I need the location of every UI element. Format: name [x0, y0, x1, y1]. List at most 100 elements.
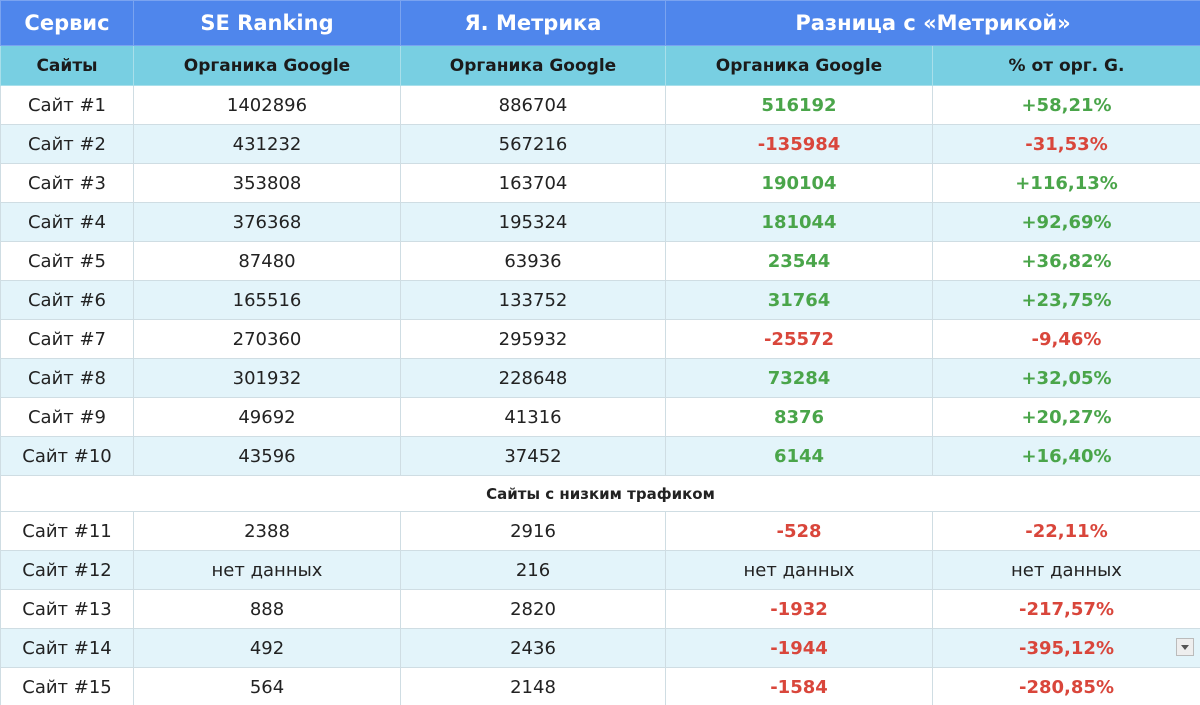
site-cell: Сайт #3: [0, 163, 134, 203]
value-cell: 888: [133, 589, 401, 629]
value-cell: 564: [133, 667, 401, 705]
value-cell: +116,13%: [931, 163, 1200, 203]
subheader-cell: % от орг. G.: [931, 45, 1200, 86]
value-cell: 492: [133, 628, 401, 668]
value-cell: +20,27%: [931, 397, 1200, 437]
header-cell: Разница с «Метрикой»: [664, 0, 1200, 46]
value-cell: 190104: [665, 163, 933, 203]
value-cell: 1402896: [133, 85, 401, 125]
subheader-row: Сайты Органика Google Органика Google Орган…: [0, 45, 1200, 86]
value-cell: +23,75%: [931, 280, 1200, 320]
data-row: Сайт #1 1402896 886704 516192 +58,21%: [0, 85, 1200, 125]
value-cell: 228648: [400, 358, 666, 398]
data-row: Сайт #7 270360 295932 -25572 -9,46%: [0, 319, 1200, 359]
value-cell: 87480: [133, 241, 401, 281]
value-cell: 353808: [133, 163, 401, 203]
value-cell: 2436: [400, 628, 666, 668]
value-cell: 49692: [133, 397, 401, 437]
value-cell: 41316: [400, 397, 666, 437]
site-cell: Сайт #12: [0, 550, 134, 590]
site-cell: Сайт #11: [0, 511, 134, 551]
value-cell: -280,85%: [931, 667, 1200, 705]
value-cell: 31764: [665, 280, 933, 320]
value-cell: +36,82%: [931, 241, 1200, 281]
value-cell: 163704: [400, 163, 666, 203]
data-row: Сайт #13 888 2820 -1932 -217,57%: [0, 589, 1200, 629]
value-cell: -395,12%: [931, 628, 1200, 668]
value-cell: -1584: [665, 667, 933, 705]
site-cell: Сайт #5: [0, 241, 134, 281]
value-cell: нет данных: [133, 550, 401, 590]
value-cell: 8376: [665, 397, 933, 437]
value-cell: нет данных: [931, 550, 1200, 590]
site-cell: Сайт #2: [0, 124, 134, 164]
value-cell: 2916: [400, 511, 666, 551]
data-row: Сайт #11 2388 2916 -528 -22,11%: [0, 511, 1200, 551]
value-cell: -528: [665, 511, 933, 551]
value-cell: -9,46%: [931, 319, 1200, 359]
site-cell: Сайт #13: [0, 589, 134, 629]
data-row: Сайт #3 353808 163704 190104 +116,13%: [0, 163, 1200, 203]
value-cell: -31,53%: [931, 124, 1200, 164]
value-cell: 23544: [665, 241, 933, 281]
value-cell: 2820: [400, 589, 666, 629]
value-cell: 376368: [133, 202, 401, 242]
data-row: Сайт #15 564 2148 -1584 -280,85%: [0, 667, 1200, 705]
value-cell: 2388: [133, 511, 401, 551]
site-cell: Сайт #7: [0, 319, 134, 359]
dropdown-icon[interactable]: [1176, 638, 1195, 656]
value-cell: +92,69%: [931, 202, 1200, 242]
value-cell: 2148: [400, 667, 666, 705]
value-cell: 37452: [400, 436, 666, 476]
header-cell: SE Ranking: [133, 0, 401, 46]
value-cell: 6144: [665, 436, 933, 476]
value-cell: 181044: [665, 202, 933, 242]
section-title: Сайты с низким трафиком: [0, 475, 1200, 512]
header-row: Сервис SE Ranking Я. Метрика Разница с «Мет…: [0, 0, 1200, 46]
value-cell: 516192: [665, 85, 933, 125]
site-cell: Сайт #15: [0, 667, 134, 705]
subheader-cell: Органика Google: [133, 45, 401, 86]
value-cell: 165516: [133, 280, 401, 320]
data-row: Сайт #12 нет данных 216 нет данных нет данны…: [0, 550, 1200, 590]
value-cell: 195324: [400, 202, 666, 242]
value-cell: нет данных: [665, 550, 933, 590]
site-cell: Сайт #4: [0, 202, 134, 242]
data-row: Сайт #10 43596 37452 6144 +16,40%: [0, 436, 1200, 476]
value-cell: 431232: [133, 124, 401, 164]
data-row: Сайт #2 431232 567216 -135984 -31,53%: [0, 124, 1200, 164]
value-cell: 73284: [665, 358, 933, 398]
data-row: Сайт #9 49692 41316 8376 +20,27%: [0, 397, 1200, 437]
data-row: Сайт #6 165516 133752 31764 +23,75%: [0, 280, 1200, 320]
header-cell: Сервис: [0, 0, 134, 46]
value-cell: +32,05%: [931, 358, 1200, 398]
site-cell: Сайт #6: [0, 280, 134, 320]
value-cell: 886704: [400, 85, 666, 125]
value-cell: 216: [400, 550, 666, 590]
value-cell: 43596: [133, 436, 401, 476]
data-row: Сайт #5 87480 63936 23544 +36,82%: [0, 241, 1200, 281]
value-cell: -135984: [665, 124, 933, 164]
site-cell: Сайт #10: [0, 436, 134, 476]
value-cell: 567216: [400, 124, 666, 164]
subheader-cell: Органика Google: [400, 45, 666, 86]
value-cell: -1944: [665, 628, 933, 668]
site-cell: Сайт #8: [0, 358, 134, 398]
value-cell: -217,57%: [931, 589, 1200, 629]
data-row: Сайт #4 376368 195324 181044 +92,69%: [0, 202, 1200, 242]
site-cell: Сайт #14: [0, 628, 134, 668]
value-cell: 63936: [400, 241, 666, 281]
value-cell: +58,21%: [931, 85, 1200, 125]
site-cell: Сайт #9: [0, 397, 134, 437]
section-row: Сайты с низким трафиком: [0, 475, 1200, 512]
value-cell: -1932: [665, 589, 933, 629]
subheader-cell: Органика Google: [665, 45, 933, 86]
value-cell: +16,40%: [931, 436, 1200, 476]
subheader-cell: Сайты: [0, 45, 134, 86]
header-cell: Я. Метрика: [400, 0, 666, 46]
site-cell: Сайт #1: [0, 85, 134, 125]
value-cell: 301932: [133, 358, 401, 398]
